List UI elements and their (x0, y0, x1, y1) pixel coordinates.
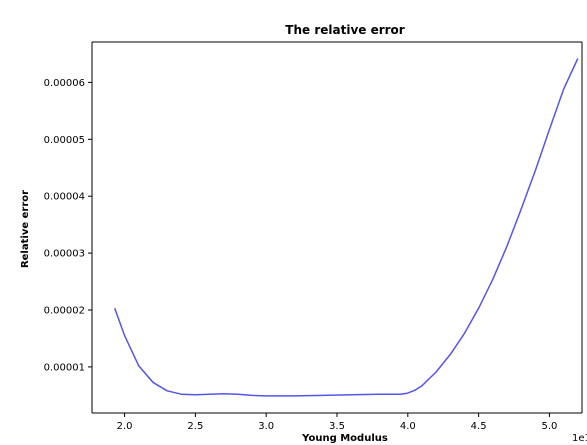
x-tick-label: 2.5 (187, 421, 203, 432)
x-tick-label: 3.5 (329, 421, 345, 432)
y-tick-label: 0.00004 (44, 192, 85, 203)
y-axis-title: Relative error (20, 190, 31, 268)
x-tick-label: 4.0 (400, 421, 416, 432)
x-tick-label: 2.0 (117, 421, 133, 432)
y-tick-label: 0.00001 (44, 362, 85, 373)
y-tick-label: 0.00003 (44, 249, 85, 260)
x-tick-label: 5.0 (541, 421, 557, 432)
plot-area: 2.0 2.5 3.0 3.5 4.0 4.5 5.0 0.00001 0.00002 0.000… (44, 41, 583, 432)
x-tick-label: 4.5 (471, 421, 487, 432)
series-line-0 (113, 58, 579, 397)
y-tick-label: 0.00006 (44, 78, 85, 89)
x-tick-label: 3.0 (258, 421, 274, 432)
y-tick-label: 0.00005 (44, 135, 85, 146)
y-tick-label: 0.00002 (44, 306, 85, 317)
chart-title: The relative error (285, 23, 405, 37)
x-axis-title: Young Modulus (301, 433, 388, 444)
x-axis-offset-label: 1e11 (572, 433, 587, 444)
